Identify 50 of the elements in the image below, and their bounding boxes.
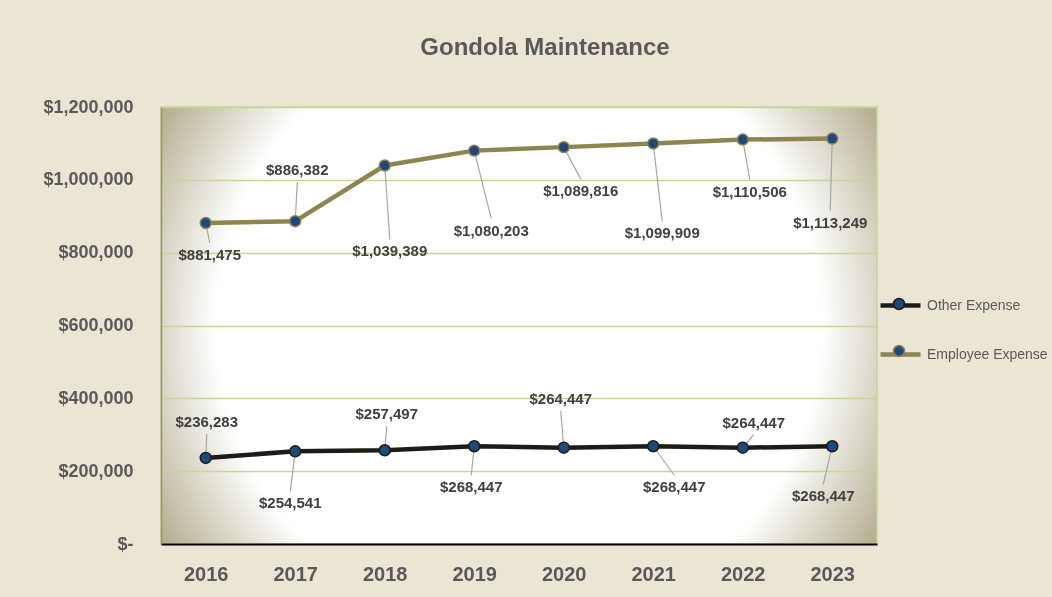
x-tick-label: 2020 bbox=[542, 562, 587, 585]
chart-title: Gondola Maintenance bbox=[420, 33, 670, 60]
data-label: $1,113,249 bbox=[793, 213, 868, 231]
data-label: $1,080,203 bbox=[453, 221, 529, 239]
data-label: $257,497 bbox=[355, 405, 419, 423]
data-label: $264,447 bbox=[529, 389, 593, 407]
point bbox=[468, 144, 481, 157]
x-tick-label: 2021 bbox=[631, 562, 676, 585]
y-tick-label: $200,000 bbox=[58, 460, 134, 481]
y-tick-label: $1,200,000 bbox=[43, 96, 134, 117]
data-label: $1,039,389 bbox=[352, 242, 428, 260]
data-label: $1,099,909 bbox=[624, 224, 700, 242]
x-tick-label: 2016 bbox=[184, 562, 229, 585]
data-label: $236,283 bbox=[175, 412, 239, 430]
point bbox=[647, 440, 660, 453]
data-label: $886,382 bbox=[265, 161, 329, 179]
data-label: $268,447 bbox=[642, 478, 706, 496]
point bbox=[736, 441, 749, 454]
data-label: $254,541 bbox=[258, 494, 322, 512]
point bbox=[199, 216, 212, 230]
y-tick-label: $- bbox=[117, 533, 134, 554]
y-tick-label: $600,000 bbox=[58, 315, 134, 335]
point bbox=[557, 441, 570, 454]
data-label: $881,475 bbox=[178, 246, 242, 263]
y-tick-label: $800,000 bbox=[58, 242, 134, 263]
y-tick-label: $1,000,000 bbox=[43, 169, 134, 190]
data-label: $1,089,816 bbox=[543, 182, 619, 200]
point bbox=[378, 159, 391, 172]
point bbox=[468, 440, 481, 453]
data-label: $264,447 bbox=[722, 413, 786, 431]
data-label: $268,447 bbox=[791, 487, 855, 505]
y-tick-label: $400,000 bbox=[58, 387, 134, 408]
point bbox=[289, 445, 302, 458]
data-label: $268,447 bbox=[439, 478, 503, 496]
x-tick-label: 2017 bbox=[273, 562, 318, 585]
legend-label: Other Expense bbox=[927, 296, 1021, 313]
data-label: $1,110,506 bbox=[712, 182, 787, 200]
point bbox=[647, 137, 660, 150]
x-tick-label: 2018 bbox=[363, 562, 408, 585]
legend-label: Employee Expense bbox=[927, 345, 1048, 362]
point bbox=[378, 444, 391, 457]
point bbox=[826, 440, 839, 453]
point bbox=[557, 140, 570, 154]
point bbox=[289, 214, 302, 228]
point bbox=[826, 132, 839, 145]
point bbox=[736, 133, 749, 146]
point bbox=[199, 451, 212, 465]
x-tick-label: 2023 bbox=[810, 562, 855, 585]
x-tick-label: 2022 bbox=[721, 562, 766, 585]
x-tick-label: 2019 bbox=[452, 562, 497, 585]
